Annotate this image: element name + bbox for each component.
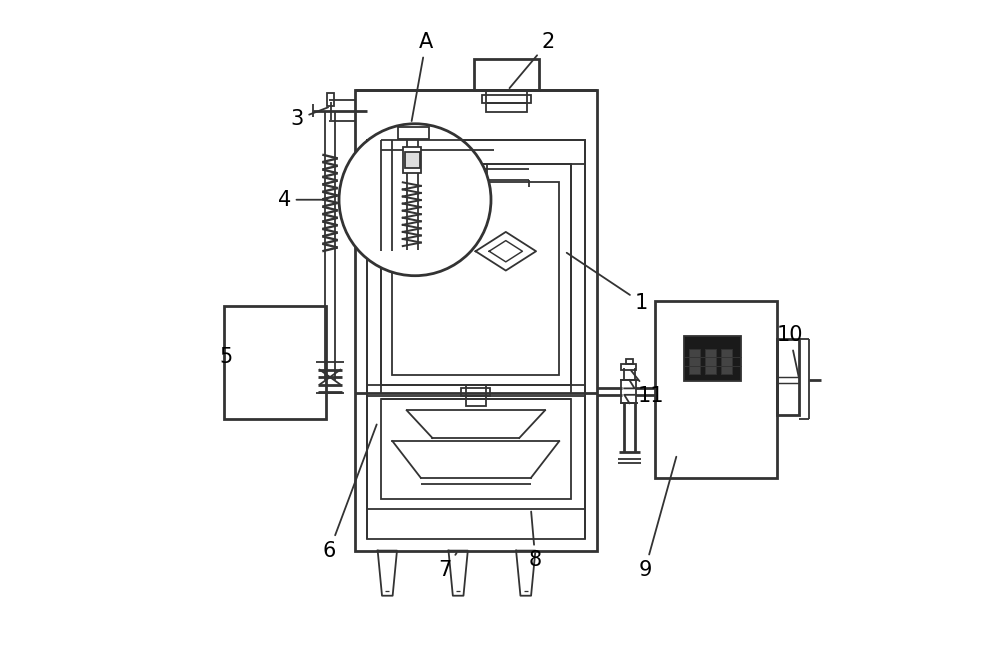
Bar [721, 349, 732, 374]
Bar [405, 152, 420, 168]
Bar [381, 164, 571, 385]
Bar [705, 349, 716, 374]
Bar [224, 306, 326, 419]
Text: 11: 11 [631, 371, 665, 406]
Bar [367, 140, 585, 164]
Bar [474, 59, 539, 90]
Bar [621, 364, 636, 371]
Bar [381, 399, 571, 499]
Text: 4: 4 [278, 190, 327, 210]
Bar [367, 140, 585, 539]
Bar [403, 147, 421, 173]
Bar [684, 336, 741, 381]
Text: 3: 3 [291, 107, 328, 129]
Bar [655, 301, 777, 478]
Text: A: A [412, 32, 433, 121]
Bar [466, 396, 486, 406]
Text: 6: 6 [323, 424, 377, 560]
Text: 7: 7 [439, 553, 457, 580]
Bar [392, 182, 559, 375]
Circle shape [339, 124, 491, 276]
Bar [398, 127, 429, 139]
Text: 5: 5 [220, 348, 233, 367]
Bar [626, 359, 633, 364]
Bar [461, 388, 490, 396]
Text: 8: 8 [529, 512, 542, 570]
Text: 9: 9 [638, 457, 676, 580]
Bar [621, 380, 636, 403]
Bar [482, 95, 531, 103]
Text: 10: 10 [776, 325, 803, 377]
Text: 1: 1 [567, 253, 648, 313]
Bar [777, 340, 799, 415]
Bar [355, 90, 597, 551]
Bar [367, 396, 585, 509]
Bar [689, 349, 700, 374]
Bar [327, 93, 334, 106]
Text: 2: 2 [510, 32, 555, 88]
Bar [486, 103, 527, 112]
